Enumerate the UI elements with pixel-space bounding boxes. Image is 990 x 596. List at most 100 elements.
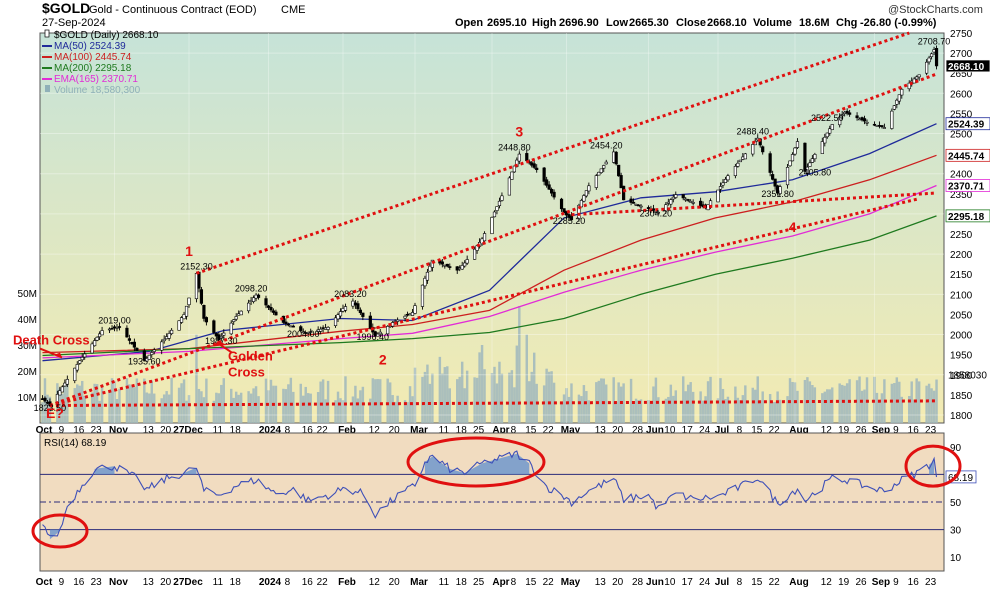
- candle-body: [907, 82, 911, 90]
- volume-bar: [287, 384, 290, 423]
- x-axis-tick-label: 16: [908, 425, 920, 436]
- volume-bar: [292, 391, 295, 423]
- volume-bar: [498, 361, 501, 423]
- x-axis-tick-label: Apr: [492, 425, 509, 436]
- candle-body: [594, 175, 598, 188]
- volume-bar: [80, 380, 84, 423]
- x-axis-tick-label: 18: [456, 425, 468, 436]
- candle-body: [535, 167, 539, 171]
- wave-label: 3: [515, 124, 523, 140]
- ohlc-high-label: High: [532, 17, 557, 29]
- x-axis-tick-label: Aug: [789, 425, 808, 436]
- volume-bar: [560, 401, 563, 423]
- candle-body: [338, 311, 343, 317]
- volume-bar: [475, 377, 479, 423]
- candle-body: [333, 317, 338, 327]
- price-axis-tick-label: 2350: [950, 190, 973, 201]
- volume-bar: [935, 379, 938, 423]
- volume-bar: [684, 391, 687, 423]
- ohlc-close-value: 2668.10: [707, 17, 747, 29]
- volume-bar: [734, 386, 737, 423]
- candle-body: [115, 327, 119, 329]
- candle-body: [197, 271, 201, 289]
- volume-bar: [212, 400, 216, 423]
- candle-body: [229, 322, 233, 335]
- candle-body: [788, 160, 792, 167]
- rsi-x-axis-tick-label: 9: [59, 577, 65, 588]
- candle-body: [525, 153, 529, 162]
- volume-bar: [927, 383, 931, 423]
- volume-bar: [701, 400, 705, 423]
- volume-bar: [639, 399, 643, 423]
- candle-body: [482, 233, 487, 242]
- candle-body: [448, 266, 452, 268]
- candle-body: [160, 341, 164, 351]
- rsi-x-axis-tick-label: 20: [160, 577, 172, 588]
- rsi-x-axis-tick-label: 15: [525, 577, 537, 588]
- candle-body: [587, 185, 591, 192]
- candle-body: [386, 326, 390, 335]
- volume-bar: [306, 393, 310, 423]
- x-axis-tick-label: 22: [543, 425, 555, 436]
- candle-body: [361, 312, 365, 317]
- candle-body: [58, 390, 62, 396]
- candle-body: [825, 132, 829, 138]
- callout-arrowhead: [54, 352, 62, 358]
- x-axis-tick-label: 2024: [259, 425, 282, 436]
- price-label: 2304.20: [640, 208, 673, 218]
- volume-bar: [585, 391, 588, 423]
- candle-body: [65, 379, 69, 385]
- x-axis-tick-label: Sep: [872, 425, 890, 436]
- candle-body: [319, 328, 323, 332]
- candle-body: [410, 312, 415, 316]
- candle-body: [622, 185, 626, 201]
- candle-body: [761, 146, 765, 153]
- volume-bar: [160, 398, 163, 423]
- volume-bar: [860, 390, 864, 423]
- volume-bar: [284, 389, 288, 423]
- x-axis-tick-label: 26: [856, 425, 868, 436]
- candle-body: [691, 202, 695, 204]
- volume-bar: [667, 396, 670, 423]
- volume-bar: [237, 394, 240, 423]
- volume-bar: [647, 399, 650, 423]
- price-label: 2708.70: [918, 36, 951, 46]
- volume-axis-tick-label: 10M: [18, 393, 37, 404]
- candle-body: [512, 165, 516, 173]
- x-axis-tick-label: 20: [612, 425, 624, 436]
- volume-bar: [167, 394, 171, 423]
- candle-body: [790, 154, 795, 162]
- volume-bar: [388, 382, 392, 423]
- volume-bar: [669, 384, 673, 423]
- volume-bar: [446, 366, 449, 423]
- candle-body: [222, 332, 226, 336]
- rsi-x-axis-tick-label: 10: [664, 577, 676, 588]
- candle-body: [862, 118, 867, 122]
- volume-bar: [443, 367, 447, 423]
- x-axis-tick-label: 15: [751, 425, 763, 436]
- volume-bar: [162, 394, 166, 423]
- volume-bar: [232, 397, 235, 423]
- candle-body: [286, 323, 290, 326]
- candle-body: [110, 328, 114, 330]
- volume-bar: [768, 394, 772, 423]
- candle-body: [517, 153, 521, 162]
- candle-body: [808, 162, 812, 167]
- candle-body: [736, 162, 740, 167]
- volume-bar: [463, 388, 466, 423]
- legend-entry: EMA(165) 2370.71: [54, 74, 138, 85]
- candle-body: [202, 304, 206, 319]
- candle-body: [718, 186, 723, 190]
- volume-bar: [222, 378, 226, 423]
- volume-bar: [197, 388, 201, 423]
- candle-body: [391, 322, 395, 327]
- candle-body: [274, 311, 278, 316]
- candle-body: [823, 136, 827, 144]
- candle-body: [212, 320, 216, 333]
- callout-arrow: [219, 343, 233, 354]
- volume-bar: [890, 383, 894, 423]
- candle-body: [507, 177, 511, 196]
- volume-bar: [413, 367, 417, 423]
- volume-bar: [289, 377, 293, 423]
- candle-body: [848, 112, 852, 115]
